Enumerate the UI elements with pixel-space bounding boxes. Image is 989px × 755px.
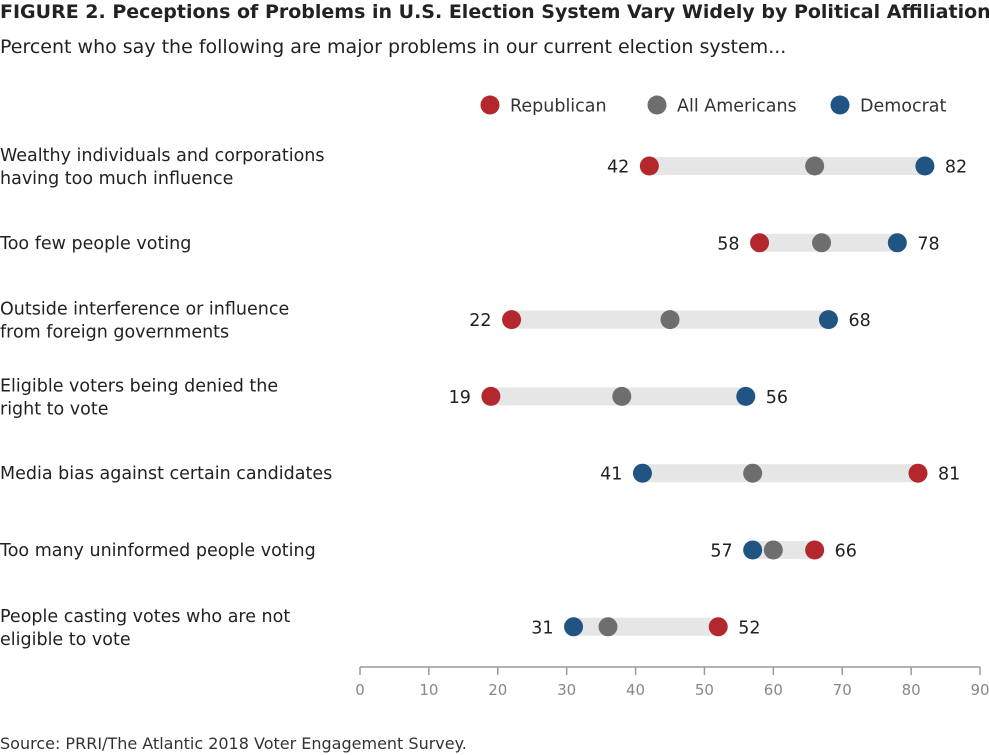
dot-all-americans bbox=[743, 463, 763, 483]
chart-title: FIGURE 2. Peceptions of Problems in U.S.… bbox=[0, 1, 989, 23]
value-label-max: 81 bbox=[938, 465, 960, 485]
dot-republican bbox=[481, 386, 501, 406]
legend-marker-republican bbox=[480, 95, 500, 115]
category-label: Too few people voting bbox=[0, 234, 191, 254]
x-tick-label: 90 bbox=[970, 681, 989, 699]
value-label-min: 58 bbox=[717, 234, 739, 254]
dot-democrat bbox=[736, 386, 756, 406]
dot-plot: Republican All Americans Democrat Wealthy … bbox=[0, 95, 989, 699]
range-bar bbox=[649, 157, 925, 175]
source-note: Source: PRRI/The Atlantic 2018 Voter Eng… bbox=[0, 734, 467, 753]
dot-republican bbox=[502, 310, 522, 330]
category-row: Eligible voters being denied the right to… bbox=[0, 376, 788, 419]
value-label-max: 52 bbox=[738, 618, 760, 638]
dot-all-americans bbox=[660, 310, 680, 330]
value-label-max: 78 bbox=[917, 234, 939, 254]
x-tick-label: 80 bbox=[902, 681, 921, 699]
dot-democrat bbox=[915, 156, 935, 176]
dot-republican bbox=[750, 233, 770, 253]
dot-democrat bbox=[743, 540, 763, 560]
dot-democrat bbox=[632, 463, 652, 483]
legend-marker-all bbox=[647, 95, 667, 115]
dot-all-americans bbox=[812, 233, 832, 253]
value-label-min: 31 bbox=[531, 618, 553, 638]
category-label: Wealthy individuals and corporations bbox=[0, 146, 325, 166]
x-tick-label: 70 bbox=[833, 681, 852, 699]
plot-rows: Wealthy individuals and corporations havi… bbox=[0, 146, 967, 650]
dot-democrat bbox=[887, 233, 907, 253]
x-tick-label: 60 bbox=[764, 681, 783, 699]
value-label-max: 82 bbox=[945, 158, 967, 178]
category-label: eligible to vote bbox=[0, 630, 131, 650]
dot-all-americans bbox=[612, 386, 632, 406]
legend-label-republican: Republican bbox=[510, 97, 607, 117]
category-label: People casting votes who are not bbox=[0, 607, 290, 627]
category-label: from foreign governments bbox=[0, 323, 229, 343]
category-row: People casting votes who are not eligible… bbox=[0, 607, 761, 650]
value-label-max: 66 bbox=[835, 542, 857, 562]
category-row: Too few people voting 58 78 bbox=[0, 233, 940, 254]
dot-democrat bbox=[818, 310, 838, 330]
x-tick-label: 50 bbox=[695, 681, 714, 699]
x-axis: 0 10 20 30 40 50 60 70 80 90 bbox=[355, 666, 989, 699]
dot-all-americans bbox=[805, 156, 825, 176]
dot-all-americans bbox=[763, 540, 783, 560]
category-label: having too much influence bbox=[0, 169, 233, 189]
value-label-max: 56 bbox=[766, 388, 788, 408]
category-label: Media bias against certain candidates bbox=[0, 464, 332, 484]
category-row: Too many uninformed people voting 57 66 bbox=[0, 540, 857, 562]
dot-republican bbox=[708, 617, 728, 637]
x-tick-label: 10 bbox=[419, 681, 438, 699]
range-bar bbox=[642, 464, 918, 483]
value-label-min: 22 bbox=[469, 311, 491, 331]
value-label-min: 19 bbox=[449, 388, 471, 408]
category-row: Wealthy individuals and corporations havi… bbox=[0, 146, 967, 189]
category-label: Too many uninformed people voting bbox=[0, 541, 316, 561]
category-row: Media bias against certain candidates 41 8… bbox=[0, 463, 960, 485]
legend: Republican All Americans Democrat bbox=[480, 95, 947, 117]
dot-all-americans bbox=[598, 617, 618, 637]
category-label: right to vote bbox=[0, 399, 109, 419]
dot-republican bbox=[639, 156, 659, 176]
dot-democrat bbox=[564, 617, 584, 637]
x-tick-label: 40 bbox=[626, 681, 645, 699]
legend-label-democrat: Democrat bbox=[860, 97, 947, 117]
legend-marker-democrat bbox=[830, 95, 850, 115]
x-tick-label: 0 bbox=[355, 681, 365, 699]
value-label-min: 42 bbox=[607, 158, 629, 178]
range-bar bbox=[573, 617, 719, 636]
dot-republican bbox=[805, 540, 825, 560]
value-label-min: 41 bbox=[600, 465, 622, 485]
legend-label-all: All Americans bbox=[677, 97, 797, 117]
dot-republican bbox=[908, 463, 928, 483]
category-label: Outside interference or influence bbox=[0, 300, 289, 320]
category-row: Outside interference or influence from fo… bbox=[0, 300, 871, 343]
chart-subtitle: Percent who say the following are major … bbox=[0, 36, 787, 58]
category-label: Eligible voters being denied the bbox=[0, 376, 278, 396]
value-label-max: 68 bbox=[848, 311, 870, 331]
x-tick-label: 20 bbox=[488, 681, 507, 699]
x-tick-label: 30 bbox=[557, 681, 576, 699]
value-label-min: 57 bbox=[710, 542, 732, 562]
